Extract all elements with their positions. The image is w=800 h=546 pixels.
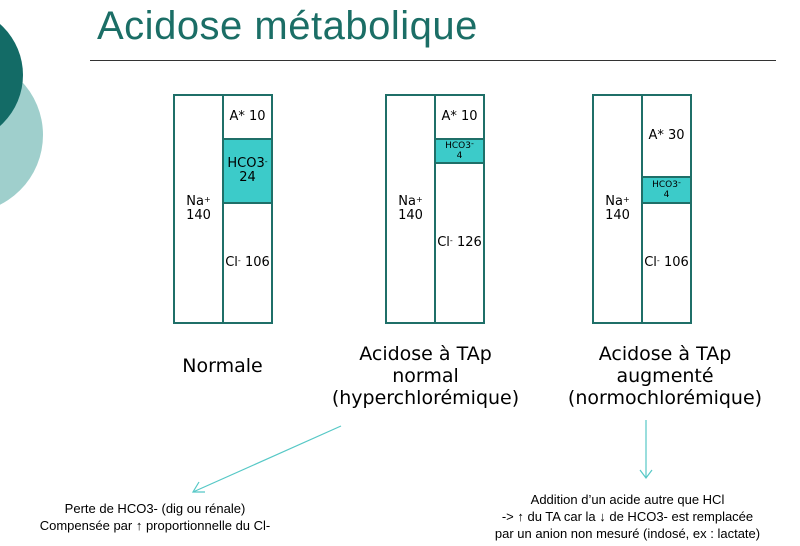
na-cell: Na+ 140	[186, 194, 211, 223]
chloride-cell: Cl- 106	[225, 255, 270, 270]
page-title: Acidose métabolique	[97, 4, 478, 48]
unmeasured-anion-cell: A* 10	[441, 109, 478, 124]
na-column-hyperchloremique: Na+ 140	[385, 94, 436, 324]
hco3-cell: HCO3- 24	[224, 138, 271, 204]
unmeasured-anion-cell: A* 30	[648, 128, 685, 143]
caption-hyperchloremique: Acidose à TAp normal (hyperchlorémique)	[331, 343, 520, 409]
decorative-circles	[0, 24, 43, 205]
caption-normale: Normale	[182, 355, 263, 377]
chloride-cell: Cl- 106	[644, 255, 689, 270]
caption-normochloremique: Acidose à TAp augmenté (normochlorémique…	[567, 343, 763, 409]
note-hyperchloremique: Perte de HCO3- (dig ou rénale) Compensée…	[39, 501, 271, 533]
anion-column-normochloremique: A* 30 HCO3- 4 Cl- 106	[641, 94, 692, 324]
anion-column-normale: A* 10 HCO3- 24 Cl- 106	[222, 94, 273, 324]
na-cell: Na+ 140	[605, 194, 630, 223]
chloride-cell: Cl- 126	[437, 235, 482, 250]
hco3-cell: HCO3- 4	[643, 176, 690, 204]
arrow-right-head	[639, 469, 653, 479]
note-normochloremique: Addition d’un acide autre que HCl -> ↑ d…	[494, 492, 761, 541]
arrow-left	[192, 425, 342, 493]
hco3-cell: HCO3- 4	[436, 138, 483, 164]
anion-column-hyperchloremique: A* 10 HCO3- 4 Cl- 126	[434, 94, 485, 324]
na-cell: Na+ 140	[398, 194, 423, 223]
arrow-left-head	[191, 481, 205, 493]
unmeasured-anion-cell: A* 10	[229, 109, 266, 124]
title-divider	[90, 60, 776, 61]
